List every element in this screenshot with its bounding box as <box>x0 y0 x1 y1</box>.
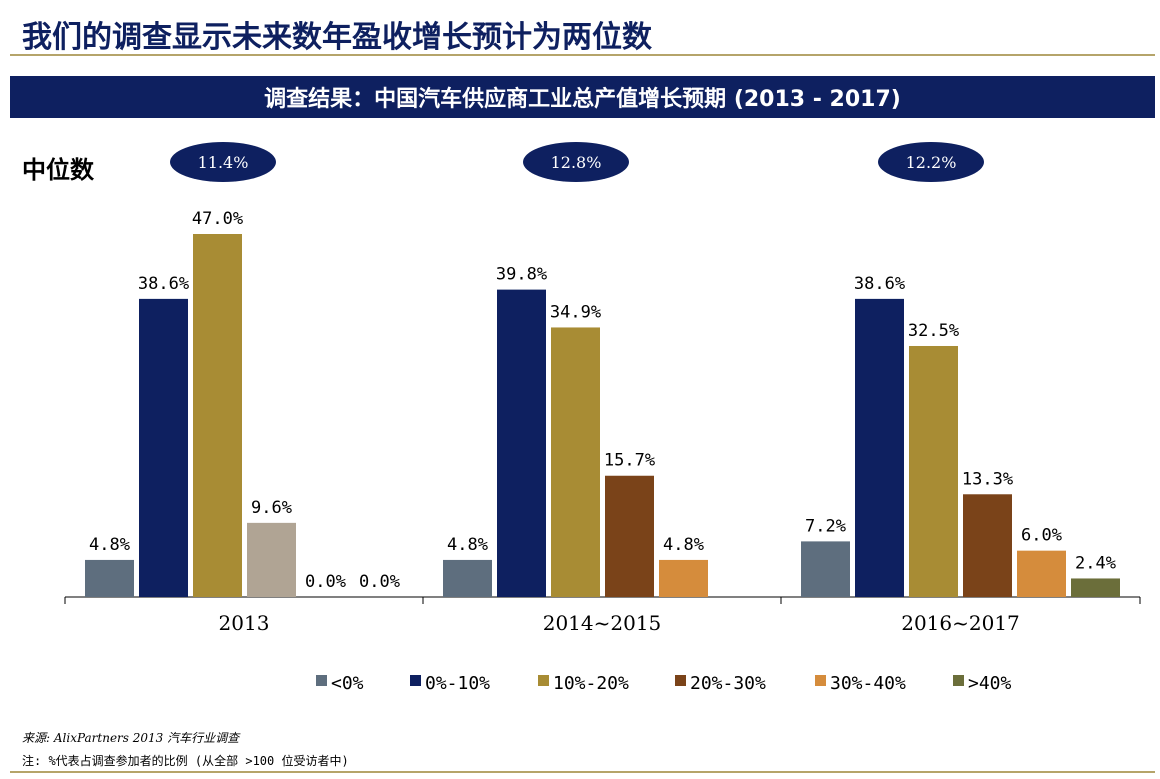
median-badge-2016-2017: 12.2% <box>878 142 984 182</box>
bar-2-0 <box>801 541 850 597</box>
data-label: 7.2% <box>805 516 846 536</box>
data-label: 2.4% <box>1075 553 1116 573</box>
data-label: 6.0% <box>1021 526 1062 546</box>
data-label: 4.8% <box>663 535 704 555</box>
bar-0-1 <box>139 298 188 597</box>
legend-label: >40% <box>968 673 1012 694</box>
data-label: 4.8% <box>447 535 488 555</box>
bar-2-4 <box>1017 550 1066 597</box>
bar-0-3 <box>247 522 296 597</box>
data-label: 0.0% <box>359 572 400 592</box>
banner-subtitle: 调查结果：中国汽车供应商工业总产值增长预期 (2013 - 2017) <box>10 76 1155 118</box>
title-divider <box>10 54 1155 56</box>
legend-label: 10%-20% <box>553 673 629 694</box>
bar-1-3 <box>605 475 654 597</box>
data-label: 15.7% <box>604 451 655 471</box>
legend-swatch <box>675 675 686 686</box>
legend-label: 20%-30% <box>690 673 766 694</box>
data-label: 34.9% <box>550 302 601 322</box>
data-label: 38.6% <box>854 274 905 294</box>
bar-1-1 <box>497 289 546 597</box>
legend-label: 30%-40% <box>830 673 906 694</box>
legend-swatch <box>815 675 826 686</box>
x-tick-label: 2013 <box>219 611 270 635</box>
legend-swatch <box>953 675 964 686</box>
source-note: 来源: AlixPartners 2013 汽车行业调查 <box>22 731 240 745</box>
median-badge-2014-2015: 12.8% <box>523 142 629 182</box>
bar-0-0 <box>85 559 134 597</box>
data-label: 38.6% <box>138 274 189 294</box>
bar-1-0 <box>443 559 492 597</box>
bar-1-2 <box>551 327 600 597</box>
legend-label: 0%-10% <box>425 673 490 694</box>
x-tick-label: 2016~2017 <box>901 611 1020 635</box>
page-title: 我们的调查显示未来数年盈收增长预计为两位数 <box>22 20 652 55</box>
legend-swatch <box>538 675 549 686</box>
bar-2-1 <box>855 298 904 597</box>
data-label: 47.0% <box>192 209 243 229</box>
data-label: 9.6% <box>251 498 292 518</box>
legend-swatch <box>410 675 421 686</box>
footer-divider <box>10 771 1155 773</box>
bar-0-2 <box>193 234 242 597</box>
data-label: 13.3% <box>962 469 1013 489</box>
data-label: 0.0% <box>305 572 346 592</box>
x-tick-label: 2014~2015 <box>543 611 662 635</box>
data-label: 4.8% <box>89 535 130 555</box>
bar-2-5 <box>1071 578 1120 597</box>
footnote: 注: %代表占调查参加者的比例 (从全部 >100 位受访者中) <box>22 754 349 768</box>
data-label: 39.8% <box>496 265 547 285</box>
legend-swatch <box>316 675 327 686</box>
bar-1-4 <box>659 559 708 597</box>
median-label: 中位数 <box>22 156 94 184</box>
median-badge-2013: 11.4% <box>170 142 276 182</box>
bar-2-2 <box>909 345 958 597</box>
legend-label: <0% <box>331 673 364 694</box>
bar-2-3 <box>963 494 1012 597</box>
data-label: 32.5% <box>908 321 959 341</box>
